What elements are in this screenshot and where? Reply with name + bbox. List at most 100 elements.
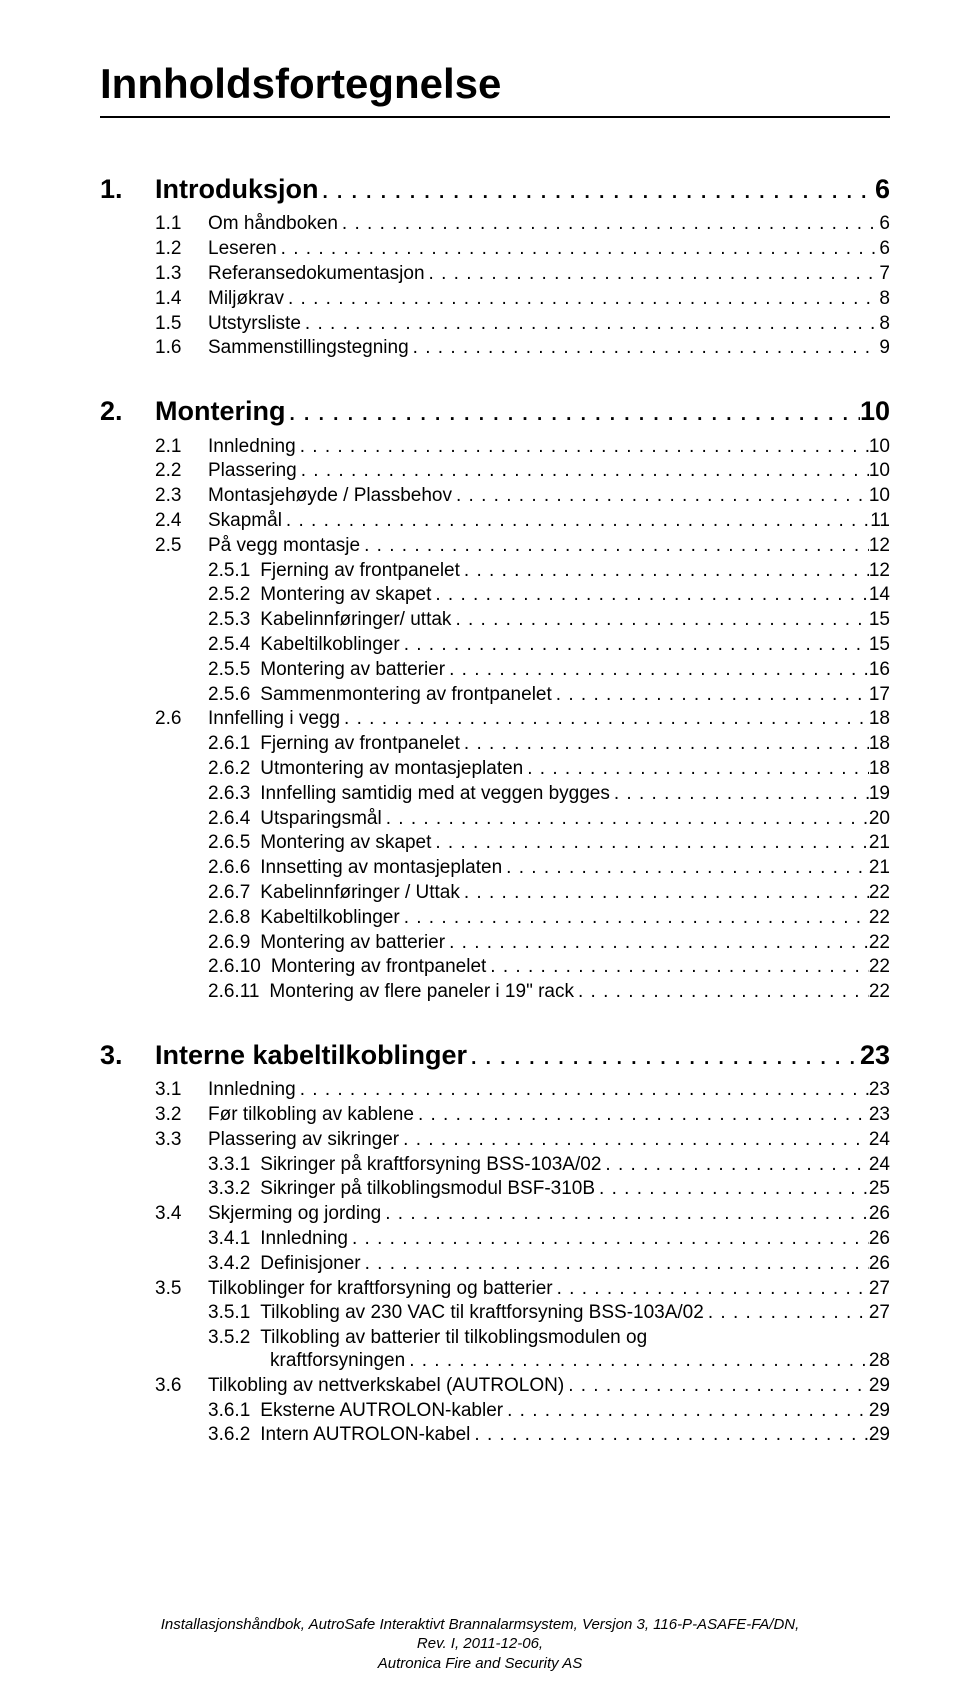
toc-label: Plassering [208, 460, 297, 483]
toc-page: 8 [879, 313, 890, 336]
toc-entry[interactable]: 3.3.1Sikringer på kraftforsyning BSS-103… [100, 1154, 890, 1177]
toc-leader: . . . . . . . . . . . . . . . . . . . . … [486, 956, 869, 979]
toc-label: Innledning [208, 1079, 296, 1102]
toc-leader: . . . . . . . . . . . . . . . . . . . . … [348, 1228, 869, 1251]
toc-leader: . . . . . . . . . . . . . . . . . . . . … [704, 1302, 869, 1325]
page-footer: Installasjonshåndbok, AutroSafe Interakt… [0, 1615, 960, 1674]
toc-entry[interactable]: 2.6.7Kabelinnføringer / Uttak. . . . . .… [100, 882, 890, 905]
toc-leader: . . . . . . . . . . . . . . . . . . . . … [445, 932, 869, 955]
toc-entry[interactable]: 2.Montering. . . . . . . . . . . . . . .… [100, 395, 890, 427]
toc-label: Innfelling i vegg [208, 708, 340, 731]
toc-entry[interactable]: 3.5.1Tilkobling av 230 VAC til kraftfors… [100, 1302, 890, 1325]
toc-entry[interactable]: 2.6.2Utmontering av montasjeplaten. . . … [100, 758, 890, 781]
toc-entry[interactable]: 2.4Skapmål. . . . . . . . . . . . . . . … [100, 510, 890, 533]
toc-number: 2.4 [155, 510, 208, 533]
toc-entry[interactable]: 3.5Tilkoblinger for kraftforsyning og ba… [100, 1278, 890, 1301]
toc-entry[interactable]: 3.5.2Tilkobling av batterier til tilkobl… [100, 1327, 890, 1373]
toc-number: 2.1 [155, 436, 208, 459]
toc-entry[interactable]: 2.6.5Montering av skapet. . . . . . . . … [100, 832, 890, 855]
toc-entry[interactable]: 1.6Sammenstillingstegning. . . . . . . .… [100, 337, 890, 360]
toc-label: Interne kabeltilkoblinger [155, 1039, 467, 1071]
toc-label: Innledning [260, 1228, 348, 1251]
toc-entry[interactable]: 3.3Plassering av sikringer. . . . . . . … [100, 1129, 890, 1152]
toc-entry[interactable]: 1.4Miljøkrav. . . . . . . . . . . . . . … [100, 288, 890, 311]
footer-line: Rev. I, 2011-12-06, [0, 1634, 960, 1654]
toc-entry[interactable]: 2.6.8Kabeltilkoblinger. . . . . . . . . … [100, 907, 890, 930]
toc-page: 19 [869, 783, 890, 806]
toc-page: 11 [870, 510, 890, 533]
toc-entry[interactable]: 1.1Om håndboken. . . . . . . . . . . . .… [100, 213, 890, 236]
toc-page: 7 [879, 263, 890, 286]
toc-entry[interactable]: 1.3Referansedokumentasjon. . . . . . . .… [100, 263, 890, 286]
toc-number: 2.6.4 [208, 808, 250, 831]
toc-entry[interactable]: 3.Interne kabeltilkoblinger. . . . . . .… [100, 1039, 890, 1071]
toc-label: Kabeltilkoblinger [260, 634, 399, 657]
toc-entry[interactable]: 3.6.2Intern AUTROLON-kabel. . . . . . . … [100, 1424, 890, 1447]
toc-label: Plassering av sikringer [208, 1129, 399, 1152]
toc-label: Referansedokumentasjon [208, 263, 425, 286]
toc-label: Leseren [208, 238, 277, 261]
toc-entry[interactable]: 3.6Tilkobling av nettverkskabel (AUTROLO… [100, 1375, 890, 1398]
toc-entry[interactable]: 2.1Innledning. . . . . . . . . . . . . .… [100, 436, 890, 459]
toc-entry[interactable]: 2.6Innfelling i vegg. . . . . . . . . . … [100, 708, 890, 731]
toc-leader: . . . . . . . . . . . . . . . . . . . . … [460, 882, 869, 905]
toc-entry[interactable]: 2.5.5Montering av batterier. . . . . . .… [100, 659, 890, 682]
toc-entry[interactable]: 2.5På vegg montasje. . . . . . . . . . .… [100, 535, 890, 558]
toc-entry[interactable]: 2.6.1Fjerning av frontpanelet. . . . . .… [100, 733, 890, 756]
toc-label: Montering av skapet [260, 832, 431, 855]
toc-entry[interactable]: 2.6.6Innsetting av montasjeplaten. . . .… [100, 857, 890, 880]
toc-entry[interactable]: 2.5.4Kabeltilkoblinger. . . . . . . . . … [100, 634, 890, 657]
toc-number: 2.5.3 [208, 609, 250, 632]
toc-entry[interactable]: 2.6.9Montering av batterier. . . . . . .… [100, 932, 890, 955]
toc-label: Tilkoblinger for kraftforsyning og batte… [208, 1278, 553, 1301]
toc-entry[interactable]: 3.1Innledning. . . . . . . . . . . . . .… [100, 1079, 890, 1102]
toc-leader: . . . . . . . . . . . . . . . . . . . . … [399, 1129, 869, 1152]
toc-label: Fjerning av frontpanelet [260, 733, 460, 756]
toc-entry[interactable]: 3.6.1Eksterne AUTROLON-kabler. . . . . .… [100, 1400, 890, 1423]
toc-entry[interactable]: 2.2Plassering. . . . . . . . . . . . . .… [100, 460, 890, 483]
toc-number: 2.6.6 [208, 857, 250, 880]
toc-leader: . . . . . . . . . . . . . . . . . . . . … [405, 1350, 869, 1373]
toc-leader: . . . . . . . . . . . . . . . . . . . . … [400, 634, 869, 657]
toc-number: 2.5.1 [208, 560, 250, 583]
toc-entry[interactable]: 2.6.10Montering av frontpanelet. . . . .… [100, 956, 890, 979]
toc-number: 3.6.2 [208, 1424, 250, 1447]
toc-entry[interactable]: 2.6.4Utsparingsmål. . . . . . . . . . . … [100, 808, 890, 831]
toc-entry[interactable]: 3.2Før tilkobling av kablene. . . . . . … [100, 1104, 890, 1127]
toc-page: 27 [869, 1302, 890, 1325]
toc-number: 3.4.2 [208, 1253, 250, 1276]
toc-leader: . . . . . . . . . . . . . . . . . . . . … [361, 1253, 869, 1276]
toc-leader: . . . . . . . . . . . . . . . . . . . . … [340, 708, 869, 731]
toc-label: Tilkobling av batterier til tilkoblingsm… [260, 1327, 647, 1350]
toc-entry[interactable]: 2.6.3Innfelling samtidig med at veggen b… [100, 783, 890, 806]
toc-entry[interactable]: 3.4.1Innledning. . . . . . . . . . . . .… [100, 1228, 890, 1251]
toc-entry[interactable]: 1.5Utstyrsliste. . . . . . . . . . . . .… [100, 313, 890, 336]
toc-entry[interactable]: 3.3.2Sikringer på tilkoblingsmodul BSF-3… [100, 1178, 890, 1201]
toc-label: Fjerning av frontpanelet [260, 560, 460, 583]
toc-leader: . . . . . . . . . . . . . . . . . . . . … [319, 182, 875, 205]
toc-leader: . . . . . . . . . . . . . . . . . . . . … [277, 238, 880, 261]
toc-leader: . . . . . . . . . . . . . . . . . . . . … [460, 733, 869, 756]
toc-entry[interactable]: 2.5.1Fjerning av frontpanelet. . . . . .… [100, 560, 890, 583]
toc-label: På vegg montasje [208, 535, 360, 558]
toc-entry[interactable]: 1.2Leseren. . . . . . . . . . . . . . . … [100, 238, 890, 261]
toc-page: 22 [869, 956, 890, 979]
toc-entry[interactable]: 2.5.3Kabelinnføringer/ uttak. . . . . . … [100, 609, 890, 632]
toc-page: 26 [869, 1253, 890, 1276]
toc-leader: . . . . . . . . . . . . . . . . . . . . … [574, 981, 869, 1004]
toc-entry[interactable]: 2.5.2Montering av skapet. . . . . . . . … [100, 584, 890, 607]
toc-entry[interactable]: 2.6.11Montering av flere paneler i 19" r… [100, 981, 890, 1004]
toc-label: Før tilkobling av kablene [208, 1104, 414, 1127]
toc-entry[interactable]: 2.3Montasjehøyde / Plassbehov. . . . . .… [100, 485, 890, 508]
toc-entry[interactable]: 2.5.6Sammenmontering av frontpanelet. . … [100, 684, 890, 707]
toc-number: 3.1 [155, 1079, 208, 1102]
toc-number: 1.5 [155, 313, 208, 336]
toc-number: 2.5.5 [208, 659, 250, 682]
toc-leader: . . . . . . . . . . . . . . . . . . . . … [282, 510, 870, 533]
toc-number: 2.6.2 [208, 758, 250, 781]
toc-page: 28 [869, 1350, 890, 1373]
toc-page: 16 [869, 659, 890, 682]
toc-entry[interactable]: 3.4Skjerming og jording. . . . . . . . .… [100, 1203, 890, 1226]
toc-entry[interactable]: 1.Introduksjon. . . . . . . . . . . . . … [100, 173, 890, 205]
toc-entry[interactable]: 3.4.2Definisjoner. . . . . . . . . . . .… [100, 1253, 890, 1276]
